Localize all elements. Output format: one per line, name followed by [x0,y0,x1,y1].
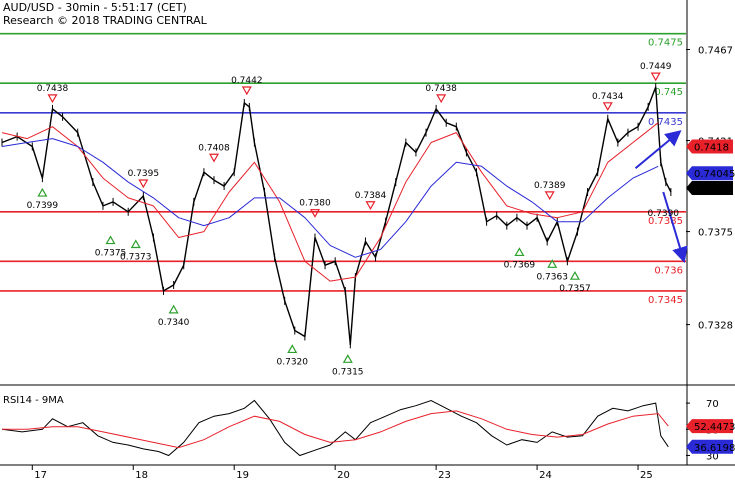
rsi-series-0 [1,399,669,457]
price-tag-bg-0 [686,139,733,154]
high-marker-12 [436,94,447,104]
low-label-3: 0.7373 [120,253,152,263]
low-marker-3 [130,239,141,249]
forecast-arrows [634,130,688,264]
price-tick-label-2: 0.7375 [698,228,733,239]
rsi-tag-bg-1 [686,439,733,454]
price-tag-label-2: 0.7397 [694,184,729,195]
price-series-ma-fast [1,122,659,282]
price-label-19: 0.7390 [648,209,680,219]
high-marker-18 [650,72,661,82]
high-label-6: 0.7408 [198,143,230,153]
level-label-1: 0.745 [654,87,683,98]
low-marker-10 [342,354,353,363]
low-label-5: 0.7340 [158,318,190,328]
rsi-tag-label-1: 36.6198 [694,443,735,454]
price-tag-label-1: 0.74045 [694,169,735,180]
high-label-9: 0.7380 [299,199,331,209]
low-marker-1 [37,187,48,197]
price-tick-label-0: 0.7467 [698,46,733,57]
high-marker-17 [602,102,613,112]
chart-title: AUD/USD - 30min - 5:51:17 (CET) [3,1,187,14]
level-label-0: 0.7475 [648,38,683,49]
high-marker-14 [544,191,555,201]
level-label-4: 0.736 [654,265,683,276]
low-marker-2 [105,235,116,245]
price-tags: 0.7418 0.74045 0.7397 [686,139,735,196]
low-label-16: 0.7357 [559,284,591,294]
low-marker-16 [569,270,580,280]
price-series-group [1,83,672,349]
high-label-4: 0.7395 [128,169,160,179]
level-label-3: 0.7385 [648,216,683,227]
forecast-arrow-1 [662,191,688,264]
level-lines: 0.7475 0.745 0.7435 0.7385 0.736 0.7345 [0,32,686,306]
forecast-arrow-0 [634,130,682,170]
time-axis-ticks: 17 18 19 20 23 24 25 [31,465,653,480]
level-label-2: 0.7435 [648,117,683,128]
low-label-1: 0.7399 [27,201,59,211]
high-marker-9 [309,209,321,218]
time-tick-label-3: 20 [337,470,350,480]
high-label-18: 0.7449 [640,62,672,72]
low-label-8: 0.7320 [277,357,309,367]
time-tick-label-1: 18 [135,470,148,480]
low-label-15: 0.7363 [536,272,568,282]
high-label-17: 0.7434 [592,92,624,102]
rsi-series-1 [2,410,669,449]
low-label-10: 0.7315 [332,367,364,377]
time-tick-label-6: 25 [640,470,653,480]
rsi-tick-label-0: 70 [706,399,719,410]
rsi-tick-label-2: 30 [706,451,719,462]
low-marker-5 [168,304,179,314]
time-tick-label-4: 23 [438,470,451,480]
high-marker-7 [241,86,252,96]
low-marker-8 [287,344,298,354]
price-tick-label-3: 0.7328 [698,321,733,332]
price-tag-bg-1 [686,166,733,181]
high-marker-6 [208,153,220,163]
high-marker-11 [365,201,376,210]
low-marker-15 [547,259,558,268]
high-marker-0 [47,94,58,104]
chart-subtitle: Research © 2018 TRADING CENTRAL [3,14,208,27]
rsi-tag-label-0: 52.4473 [694,422,735,433]
high-label-7: 0.7442 [231,76,263,86]
level-label-5: 0.7345 [648,295,683,306]
rsi-title: RSI14 - 9MA [3,395,64,406]
high-marker-4 [138,179,149,189]
time-tick-label-0: 17 [34,470,47,480]
time-tick-label-5: 24 [539,470,552,480]
low-label-2: 0.7375 [95,249,127,259]
time-tick-label-2: 19 [236,470,249,480]
high-label-0: 0.7438 [37,84,69,94]
low-label-13: 0.7369 [504,260,536,270]
low-marker-13 [514,247,525,257]
high-label-14: 0.7389 [534,181,566,191]
price-tag-label-0: 0.7418 [694,142,729,153]
price-series-ma-slow [1,138,659,258]
rsi-tag-bg-0 [686,419,733,434]
high-label-11: 0.7384 [355,191,387,201]
high-label-12: 0.7438 [425,84,457,94]
price-tag-bg-2 [686,181,733,196]
